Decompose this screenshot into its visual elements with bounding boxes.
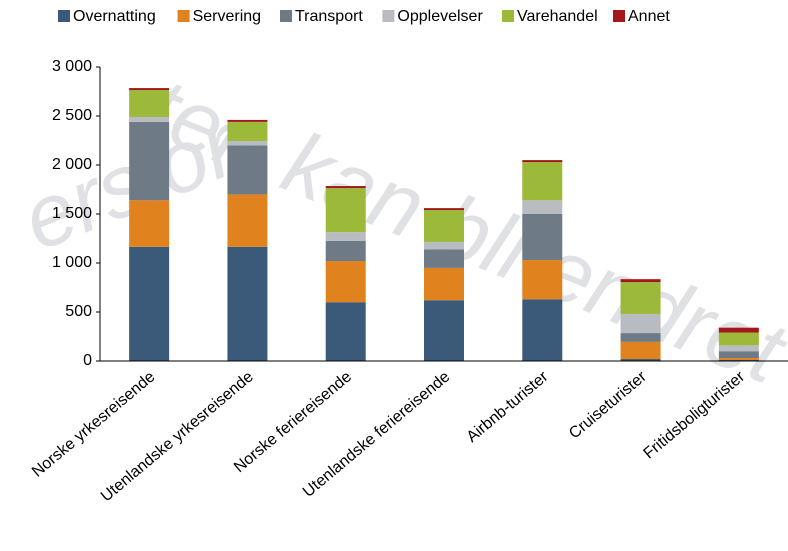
bar-segment (620, 279, 661, 283)
bar-segment (227, 246, 268, 361)
bar-segment (424, 241, 464, 250)
x-tick-label: Airbnb-turister (464, 368, 552, 446)
bar-segment (522, 162, 563, 201)
bar-segment (522, 160, 563, 163)
bar-segment (325, 232, 366, 241)
y-tick-label: 2 000 (52, 156, 92, 173)
bar-segment (620, 313, 661, 334)
legend-swatch (177, 10, 190, 22)
y-tick-label: 1 000 (52, 254, 92, 271)
bar-segment (325, 188, 366, 233)
bar-segment (718, 327, 759, 333)
bar-segment (129, 116, 170, 122)
legend-swatch (502, 10, 514, 22)
bar-segment (129, 246, 170, 361)
bar-segment (522, 299, 563, 361)
y-tick-label: 500 (65, 303, 92, 320)
bar-segment (718, 351, 759, 359)
legend-label: Annet (628, 8, 670, 25)
bar-segment (325, 240, 366, 262)
y-tick-label: 2 500 (52, 107, 92, 124)
bar-segment (424, 300, 464, 361)
bar-segment (620, 359, 661, 361)
x-tick-label: Cruiseturister (566, 368, 650, 443)
legend-label: Servering (193, 8, 261, 25)
legend-swatch (382, 10, 395, 22)
bar-segment (718, 358, 759, 361)
legend-label: Opplevelser (397, 8, 483, 25)
bar-segment (620, 341, 661, 360)
bar-segment (227, 121, 268, 141)
bar-segment (129, 121, 170, 201)
x-tick-label: Fritidsboligturister (640, 368, 748, 463)
bar-segment (522, 260, 563, 300)
legend-swatch (280, 10, 292, 22)
legend-swatch (58, 10, 70, 22)
bar-segment (325, 261, 366, 303)
bar-segment (424, 267, 464, 301)
bar-segment (718, 332, 759, 346)
bar-segment (129, 200, 170, 247)
bar-segment (424, 208, 464, 211)
bar-segment (620, 333, 661, 342)
y-tick-label: 0 (83, 352, 92, 369)
legend-label: Overnatting (73, 8, 156, 25)
legend-swatch (613, 10, 625, 22)
bar-segment (424, 249, 464, 268)
bar-segment (227, 119, 268, 122)
y-tick-label: 3 000 (52, 58, 92, 75)
bar-segment (620, 282, 661, 314)
bar-segment (424, 210, 464, 242)
legend-label: Varehandel (517, 8, 598, 25)
bar-segment (522, 214, 563, 261)
bar-segment (227, 194, 268, 247)
bar-segment (129, 88, 170, 91)
y-tick-label: 1 500 (52, 205, 92, 222)
bar-segment (129, 90, 170, 117)
bar-segment (522, 200, 563, 214)
bar-segment (325, 302, 366, 361)
bar-segment (325, 186, 366, 189)
bar-segment (227, 140, 268, 146)
bar-segment (227, 145, 268, 195)
legend-label: Transport (295, 8, 363, 25)
bar-segment (718, 345, 759, 352)
